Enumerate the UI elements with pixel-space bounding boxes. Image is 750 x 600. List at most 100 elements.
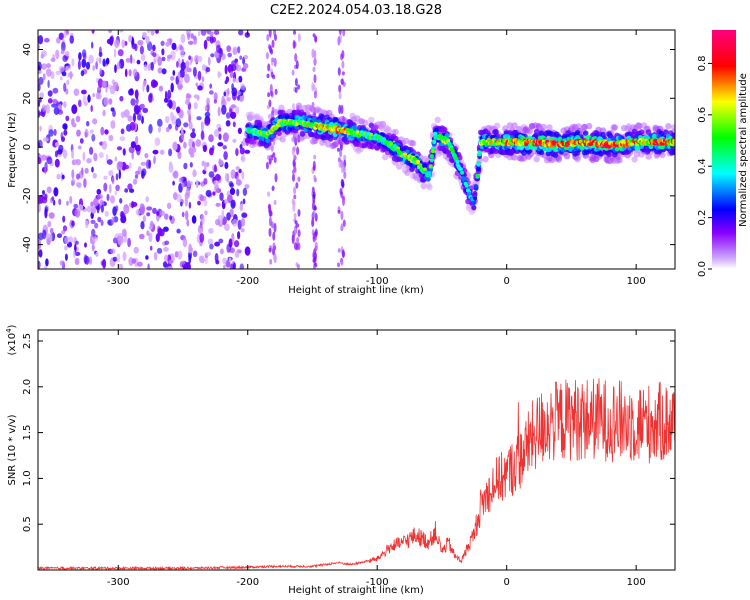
noise-speckle xyxy=(224,64,228,75)
noise-strip-speckle xyxy=(294,53,298,62)
noise-speckle xyxy=(158,85,164,92)
noise-speckle xyxy=(180,127,184,134)
noise-strip-speckle xyxy=(272,231,276,241)
noise-speckle xyxy=(167,89,172,100)
ridge-halo-outer xyxy=(482,156,489,163)
noise-speckle xyxy=(65,65,69,71)
noise-speckle xyxy=(53,187,59,197)
noise-speckle xyxy=(153,251,158,261)
noise-speckle xyxy=(205,251,212,257)
noise-strip-speckle xyxy=(296,264,300,269)
ridge-halo-inner xyxy=(385,135,390,140)
noise-strip-speckle xyxy=(313,206,317,211)
snr-y-ticks: 0.5 1.0 1.5 2.0 2.5 xyxy=(22,333,675,532)
noise-speckle xyxy=(169,111,175,121)
noise-speckle xyxy=(202,144,207,153)
noise-strip-speckle xyxy=(338,161,342,168)
noise-speckle xyxy=(51,103,57,108)
noise-speckle xyxy=(106,159,113,165)
noise-speckle xyxy=(238,75,243,83)
ridge-halo-mid xyxy=(598,150,604,157)
noise-speckle xyxy=(234,240,240,248)
noise-speckle xyxy=(112,109,116,118)
noise-speckle xyxy=(111,176,115,185)
noise-speckle xyxy=(60,131,64,140)
noise-speckle xyxy=(64,51,70,57)
noise-speckle xyxy=(230,199,236,209)
ridge-halo-mid xyxy=(276,130,283,136)
noise-speckle xyxy=(221,104,227,115)
ridge-core xyxy=(464,183,469,188)
noise-speckle xyxy=(209,83,213,89)
noise-speckle xyxy=(188,113,192,123)
noise-speckle xyxy=(165,126,170,133)
ridge-halo-outer xyxy=(511,154,518,161)
noise-strip-speckle xyxy=(313,174,317,180)
noise-strip-speckle xyxy=(337,36,341,46)
y-tick-label: 2.5 xyxy=(22,333,33,349)
noise-speckle xyxy=(92,118,98,125)
noise-strip-speckle xyxy=(313,74,317,84)
noise-strip-speckle xyxy=(338,30,342,35)
noise-speckle xyxy=(123,164,130,170)
noise-strip-speckle xyxy=(273,156,277,164)
noise-speckle xyxy=(214,128,220,137)
y-tick-label: 1.0 xyxy=(22,470,33,486)
noise-speckle xyxy=(54,158,60,168)
x-tick-label: 0 xyxy=(503,577,509,588)
ridge-halo-outer xyxy=(382,153,389,161)
noise-speckle xyxy=(163,247,169,252)
noise-strip-speckle xyxy=(339,149,343,158)
x-tick-label: -300 xyxy=(107,276,130,287)
noise-speckle xyxy=(94,222,99,229)
ridge-halo-mid xyxy=(344,139,350,145)
x-tick-label: 100 xyxy=(627,276,646,287)
noise-speckle xyxy=(197,200,201,206)
noise-speckle xyxy=(96,188,102,195)
noise-speckle xyxy=(46,68,52,77)
noise-speckle xyxy=(39,92,44,99)
noise-speckle xyxy=(236,179,242,186)
x-tick-label: 0 xyxy=(503,276,509,287)
noise-speckle xyxy=(239,55,243,60)
noise-speckle xyxy=(123,109,130,118)
noise-speckle xyxy=(217,106,221,117)
noise-speckle xyxy=(46,63,51,69)
noise-speckle xyxy=(96,56,99,63)
noise-speckle xyxy=(238,95,243,101)
noise-speckle xyxy=(190,131,197,139)
noise-speckle xyxy=(100,260,105,266)
noise-speckle xyxy=(166,54,173,59)
noise-speckle xyxy=(195,139,202,147)
noise-speckle xyxy=(108,98,113,105)
ridge-core xyxy=(476,162,481,167)
noise-speckle xyxy=(232,235,235,245)
ridge-core xyxy=(432,140,437,144)
noise-speckle xyxy=(45,233,52,241)
ridge-halo-outer xyxy=(546,124,553,131)
noise-speckle xyxy=(166,202,172,209)
noise-speckle xyxy=(68,63,72,70)
noise-speckle xyxy=(203,39,208,50)
noise-speckle xyxy=(82,95,87,104)
ridge-core xyxy=(450,148,455,153)
noise-speckle xyxy=(95,61,98,70)
noise-speckle xyxy=(210,53,215,58)
snr-y-multiplier-text: (x10 xyxy=(7,333,18,356)
noise-speckle xyxy=(114,39,120,49)
noise-speckle xyxy=(211,145,215,151)
noise-speckle xyxy=(48,212,55,219)
noise-speckle xyxy=(60,50,65,55)
noise-speckle xyxy=(222,145,227,150)
noise-speckle xyxy=(153,155,156,165)
spectrogram-x-ticks: -300 -200 -100 0 100 xyxy=(107,30,646,287)
noise-speckle xyxy=(52,98,58,104)
noise-strip-speckle xyxy=(314,35,318,42)
noise-speckle xyxy=(200,130,205,140)
ridge-halo-outer xyxy=(616,156,623,164)
noise-speckle xyxy=(146,212,151,217)
noise-speckle xyxy=(170,76,175,81)
noise-speckle xyxy=(199,232,205,243)
noise-speckle xyxy=(77,145,82,150)
